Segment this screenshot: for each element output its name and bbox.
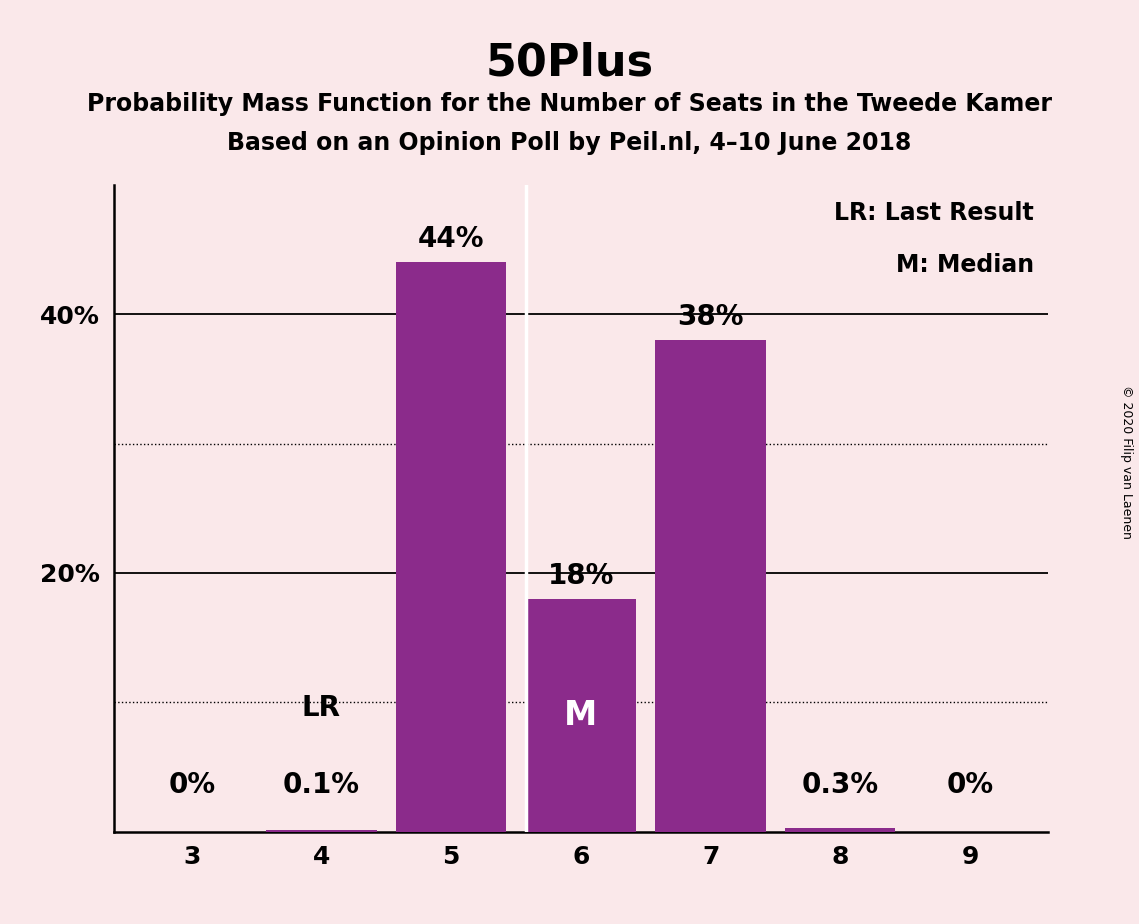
Text: 18%: 18% — [548, 562, 614, 590]
Text: 38%: 38% — [678, 303, 744, 331]
Text: LR: Last Result: LR: Last Result — [834, 201, 1034, 225]
Text: M: Median: M: Median — [895, 252, 1034, 276]
Text: Probability Mass Function for the Number of Seats in the Tweede Kamer: Probability Mass Function for the Number… — [87, 92, 1052, 116]
Text: 0.1%: 0.1% — [282, 772, 360, 799]
Bar — [655, 340, 765, 832]
Text: © 2020 Filip van Laenen: © 2020 Filip van Laenen — [1121, 385, 1133, 539]
Bar — [396, 262, 507, 832]
Text: Based on an Opinion Poll by Peil.nl, 4–10 June 2018: Based on an Opinion Poll by Peil.nl, 4–1… — [228, 131, 911, 155]
Text: 44%: 44% — [418, 225, 484, 253]
Text: M: M — [564, 699, 598, 732]
Bar — [267, 831, 377, 832]
Text: 0%: 0% — [169, 772, 215, 799]
Text: 0.3%: 0.3% — [802, 772, 879, 799]
Text: 0%: 0% — [947, 772, 993, 799]
Text: 50Plus: 50Plus — [485, 42, 654, 85]
Bar — [785, 828, 895, 832]
Text: LR: LR — [302, 694, 341, 722]
Bar — [526, 599, 636, 832]
